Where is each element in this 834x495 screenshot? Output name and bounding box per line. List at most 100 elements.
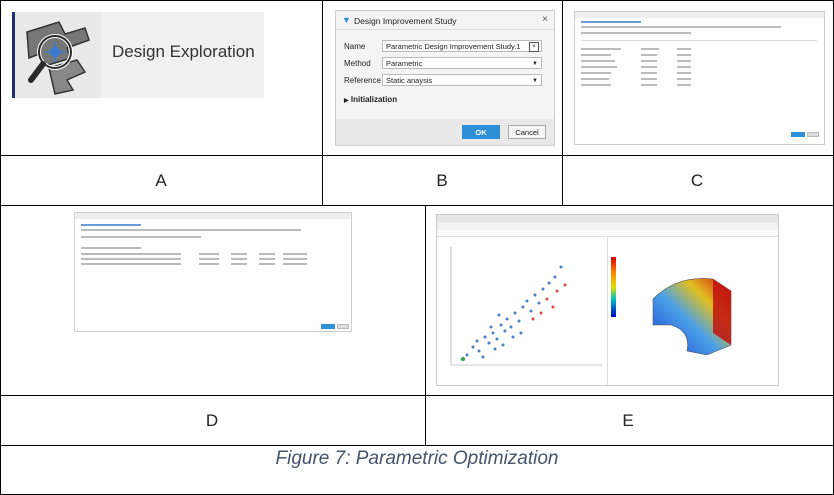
table-rule [425,205,426,445]
table-cell [677,48,691,50]
table-rule [0,445,834,446]
table-row [81,263,181,265]
table-rule [0,155,834,156]
table-cell [199,258,219,260]
ok-button[interactable]: OK [462,125,500,139]
text-line [81,224,141,226]
table-cell [259,263,275,265]
table-cell [231,253,247,255]
table-cell [283,258,307,260]
table-cell [641,54,657,56]
table-cell [231,258,247,260]
design-exploration-icon [12,12,101,98]
table-cell [199,263,219,265]
table-border-left [0,0,1,495]
window-titlebar [575,12,824,18]
close-icon[interactable]: × [542,14,548,25]
funnel-icon: ▼ [342,15,351,25]
text-line [81,229,301,231]
table-cell [231,263,247,265]
cancel-button[interactable] [807,132,819,137]
table-cell [259,253,275,255]
panel-label-b: B [436,171,448,190]
table-rule [562,0,563,205]
dialog-title: Design Improvement Study [354,16,457,26]
reference-select-value: Static anaysis [386,76,433,85]
text-line [581,21,641,23]
table-cell [677,54,691,56]
table-cell [677,84,691,86]
table-cell [641,72,657,74]
toolbar [437,223,778,230]
panel-c-screenshot [574,11,825,145]
chevron-down-icon: ▼ [532,61,538,67]
table-cell [641,48,659,50]
table-row [581,66,617,68]
method-select[interactable]: Parametric ▼ [382,57,542,69]
design-exploration-label: Design Exploration [112,42,255,61]
design-improvement-dialog: ▼ Design Improvement Study × Name Parame… [335,10,555,146]
name-label: Name [344,42,366,51]
reference-select[interactable]: Static anaysis ▼ [382,74,542,86]
name-field-value: Parametric Design Improvement Study.1 [386,42,521,51]
table-cell [641,66,657,68]
table-cell [677,72,691,74]
figure-caption: Figure 7: Parametric Optimization [275,448,559,469]
panel-label-d: D [205,411,219,430]
divider [607,237,608,385]
panel-label-c: C [690,171,704,190]
window-titlebar [437,215,778,223]
initialization-section[interactable]: ▶ Initialization [344,95,397,104]
cancel-button[interactable]: Cancel [508,125,546,139]
text-line [581,26,781,28]
table-row [581,78,609,80]
table-cell [677,78,691,80]
table-cell [677,60,691,62]
scatter-plot [450,247,602,366]
cancel-button[interactable] [337,324,349,329]
text-line [581,32,691,34]
table-cell [641,84,657,86]
name-field[interactable]: Parametric Design Improvement Study.1 × [382,40,542,52]
color-legend [611,257,616,317]
chevron-right-icon: ▶ [344,98,349,104]
tab-strip [437,230,778,237]
clear-icon[interactable]: × [529,42,539,52]
table-row [81,247,141,249]
panel-label-e: E [622,411,634,430]
table-border-top [0,0,834,1]
panel-e-screenshot [436,214,779,386]
table-cell [641,78,657,80]
panel-d-screenshot [74,212,352,332]
reference-label: Reference [344,76,381,85]
chevron-down-icon: ▼ [532,78,538,84]
panel-label-a: A [155,171,167,190]
table-cell [259,258,275,260]
table-rule [0,395,834,396]
table-rule [322,0,323,205]
table-row [581,54,611,56]
table-row [81,253,181,255]
method-select-value: Parametric [386,59,423,68]
initialization-label: Initialization [350,95,398,104]
table-cell [283,253,307,255]
divider [581,40,817,41]
table-row [581,60,615,62]
table-cell [641,60,657,62]
table-row [581,72,611,74]
table-cell [199,253,219,255]
table-cell [677,66,691,68]
table-rule [0,205,834,206]
table-row [581,84,611,86]
ok-button[interactable] [321,324,335,329]
panel-a-image: Design Exploration [12,12,264,98]
dialog-footer: OK Cancel [336,119,554,145]
ok-button[interactable] [791,132,805,137]
table-row [81,258,181,260]
text-line [81,236,201,238]
part-3d-view [652,278,732,356]
window-titlebar [75,213,351,219]
method-label: Method [344,59,371,68]
parameter-table [581,48,817,102]
table-cell [283,263,307,265]
